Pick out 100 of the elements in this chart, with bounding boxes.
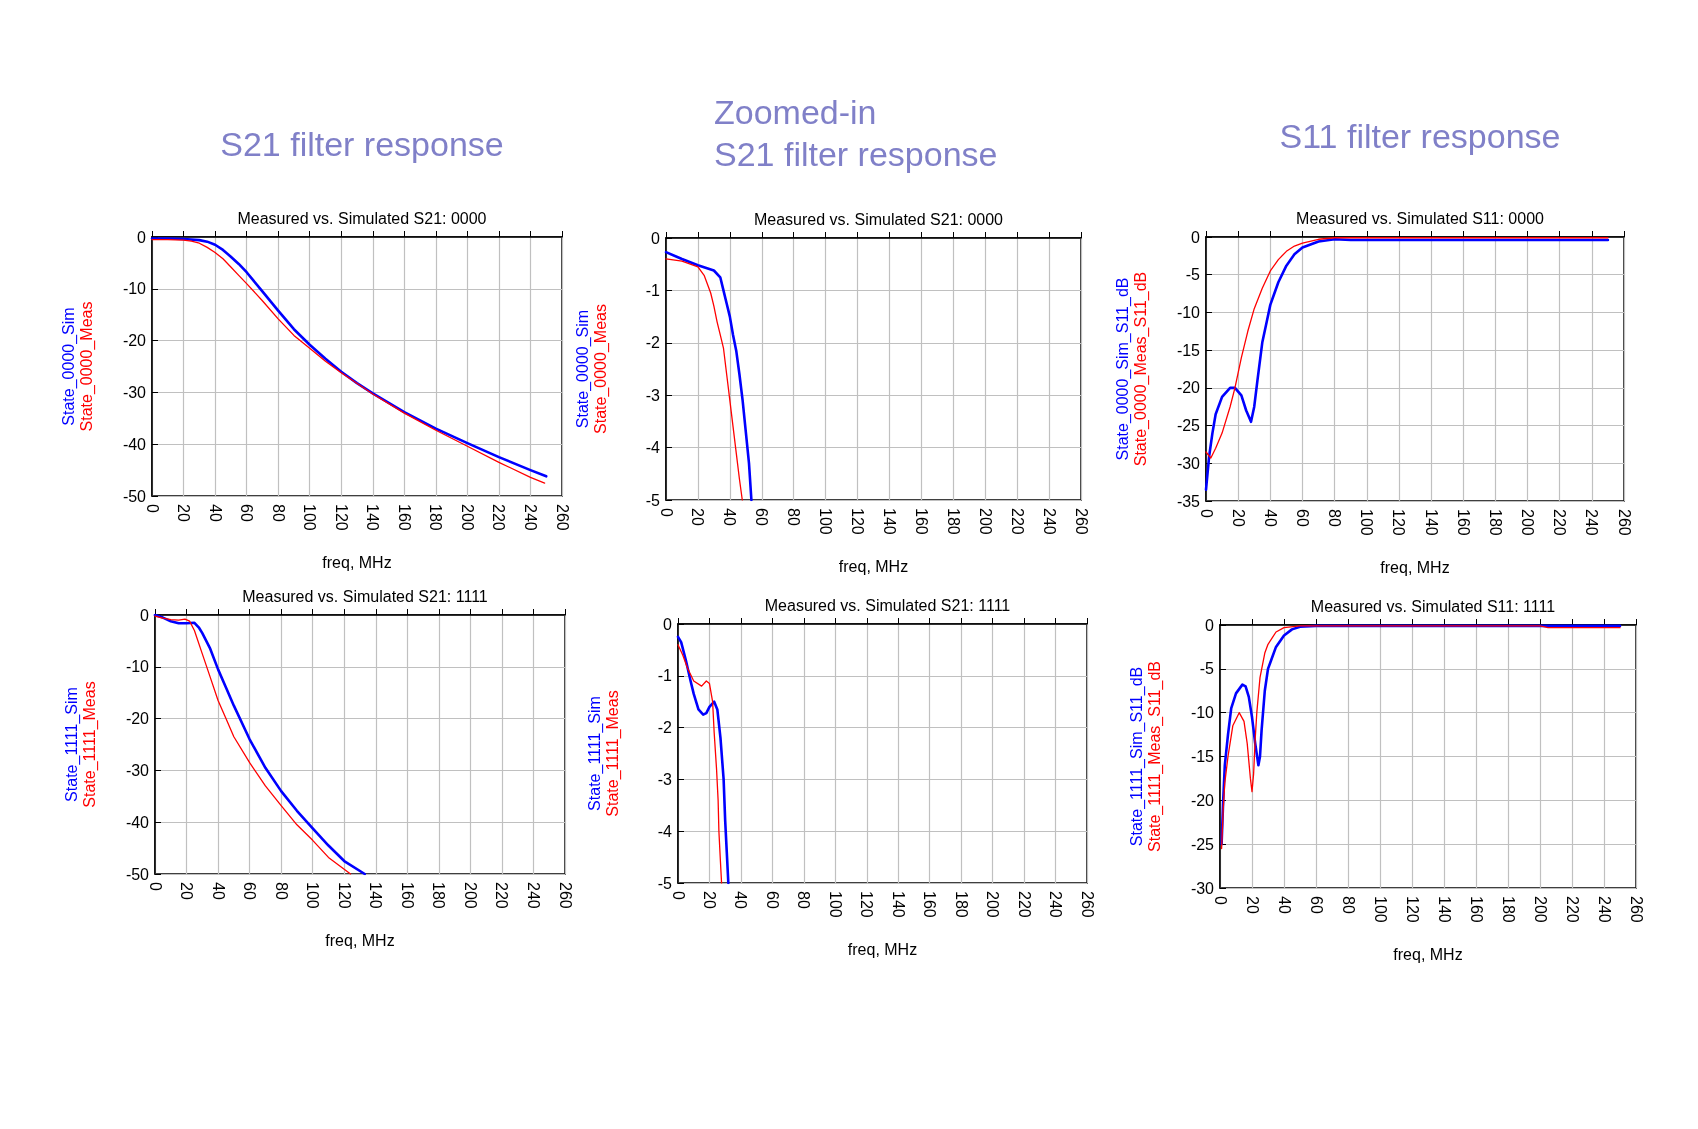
chart-title: S11 filter response <box>1279 117 1561 155</box>
x-tick-label: 40 <box>1275 896 1293 914</box>
x-tick-label: 20 <box>689 508 707 526</box>
y-tick-label: -5 <box>645 491 661 509</box>
x-tick-label: 20 <box>1229 509 1247 527</box>
y-tick-label: -35 <box>1176 492 1201 510</box>
x-tick-label: 200 <box>1519 509 1537 536</box>
y-tick-label: -30 <box>1176 454 1201 472</box>
chart-title: S21 filter response <box>220 125 504 163</box>
x-tick-label: 60 <box>238 504 256 522</box>
y-tick-label: -25 <box>1190 835 1215 853</box>
x-tick-label: 160 <box>398 882 416 909</box>
x-tick-label: 0 <box>146 882 164 891</box>
x-tick-label: 20 <box>178 882 196 900</box>
y-tick-label: -30 <box>125 761 150 779</box>
y-tick-label: -1 <box>645 281 661 299</box>
y-tick-label: 0 <box>1191 228 1201 246</box>
x-tick-label: 100 <box>817 508 835 535</box>
y-tick-label: -5 <box>1199 660 1215 678</box>
y-tick-label: -2 <box>657 719 673 737</box>
text: State_1111_Sim <box>62 687 81 802</box>
y-tick-label: -40 <box>125 813 150 831</box>
x-tick-label: 160 <box>912 508 930 535</box>
y-tick-label: -10 <box>122 280 147 298</box>
y-tick-label: -10 <box>125 658 150 676</box>
x-axis-title: freq, MHz <box>1393 945 1463 963</box>
text: State_1111_Meas <box>603 690 622 817</box>
x-tick-label: 140 <box>367 882 385 909</box>
x-tick-label: 240 <box>524 882 542 909</box>
x-tick-label: 220 <box>493 882 511 909</box>
x-tick-label: 260 <box>1627 896 1645 923</box>
y-tick-label: -4 <box>657 822 673 840</box>
x-tick-label: 120 <box>1390 509 1408 536</box>
x-tick-label: 180 <box>1486 509 1504 536</box>
x-tick-label: 100 <box>1371 896 1389 923</box>
x-tick-label: 220 <box>490 504 508 531</box>
x-axis-title: freq, MHz <box>322 553 392 571</box>
y-tick-label: -20 <box>1190 791 1215 809</box>
x-tick-label: 260 <box>1078 891 1096 918</box>
x-tick-label: 260 <box>553 504 571 531</box>
x-tick-label: 100 <box>826 891 844 918</box>
y-tick-label: -25 <box>1176 417 1201 435</box>
text: State_0000_Sim <box>573 309 592 429</box>
line-series <box>676 635 730 885</box>
y-tick-label: -50 <box>122 487 147 505</box>
x-tick-label: 80 <box>1326 509 1344 527</box>
chart-subtitle: Measured vs. Simulated S11: 0000 <box>1296 209 1545 227</box>
x-tick-label: 240 <box>1595 896 1613 923</box>
x-tick-label: 220 <box>1015 891 1033 918</box>
y-tick-label: -20 <box>1176 379 1201 397</box>
chart-title: Measured vs. Simulated S11: 1111 <box>1310 597 1556 615</box>
x-tick-label: 180 <box>427 504 445 531</box>
x-tick-label: 220 <box>1551 509 1569 536</box>
chart-title: Measured vs. Simulated S21: 1111 <box>764 596 1011 614</box>
x-tick-label: 100 <box>304 882 322 909</box>
y-tick-label: -10 <box>1190 704 1215 722</box>
x-tick-label: 40 <box>206 504 224 522</box>
text: State_0000_Sim_S11_dB <box>1113 277 1132 461</box>
x-tick-label: 220 <box>1563 896 1581 923</box>
x-axis-title: freq, MHz <box>847 940 918 958</box>
y-tick-label: -1 <box>657 667 673 685</box>
x-axis-title: freq, MHz <box>838 557 909 575</box>
text: State_0000_Sim <box>59 307 78 426</box>
y-tick-label: -4 <box>645 439 661 457</box>
x-tick-label: 180 <box>430 882 448 909</box>
line-series <box>665 258 743 501</box>
x-tick-label: 140 <box>1422 509 1440 536</box>
x-tick-label: 120 <box>858 891 876 918</box>
x-tick-label: 80 <box>272 882 290 900</box>
x-tick-label: 140 <box>1435 896 1453 923</box>
x-tick-label: 40 <box>1261 509 1279 527</box>
x-tick-label: 60 <box>1307 896 1325 914</box>
y-tick-label: -20 <box>122 332 147 350</box>
x-tick-label: 140 <box>364 504 382 531</box>
x-tick-label: 60 <box>753 508 771 526</box>
x-tick-label: 200 <box>976 508 994 535</box>
text: State_1111_Meas_S11_dB <box>1145 661 1164 852</box>
y-tick-label: -30 <box>122 383 147 401</box>
x-tick-label: 120 <box>332 504 350 531</box>
x-tick-label: 20 <box>700 891 718 909</box>
x-tick-label: 80 <box>795 891 813 909</box>
x-tick-label: 180 <box>944 508 962 535</box>
x-tick-label: 260 <box>1615 509 1633 536</box>
x-tick-label: 200 <box>1531 896 1549 923</box>
x-tick-label: 140 <box>889 891 907 918</box>
x-tick-label: 100 <box>1358 509 1376 536</box>
y-tick-label: 0 <box>1205 616 1215 634</box>
x-tick-label: 160 <box>395 504 413 531</box>
x-tick-label: 240 <box>1047 891 1065 918</box>
x-tick-label: 260 <box>556 882 574 909</box>
y-tick-label: 0 <box>140 606 150 624</box>
x-tick-label: 140 <box>880 508 898 535</box>
text: State_1111_Sim <box>585 696 604 811</box>
x-tick-label: 0 <box>143 504 161 513</box>
x-tick-label: 80 <box>269 504 287 522</box>
y-tick-label: -20 <box>125 710 150 728</box>
x-tick-label: 0 <box>1211 896 1229 905</box>
y-tick-label: -3 <box>645 386 661 404</box>
y-tick-label: -5 <box>1185 266 1201 284</box>
y-tick-label: -15 <box>1190 748 1215 765</box>
